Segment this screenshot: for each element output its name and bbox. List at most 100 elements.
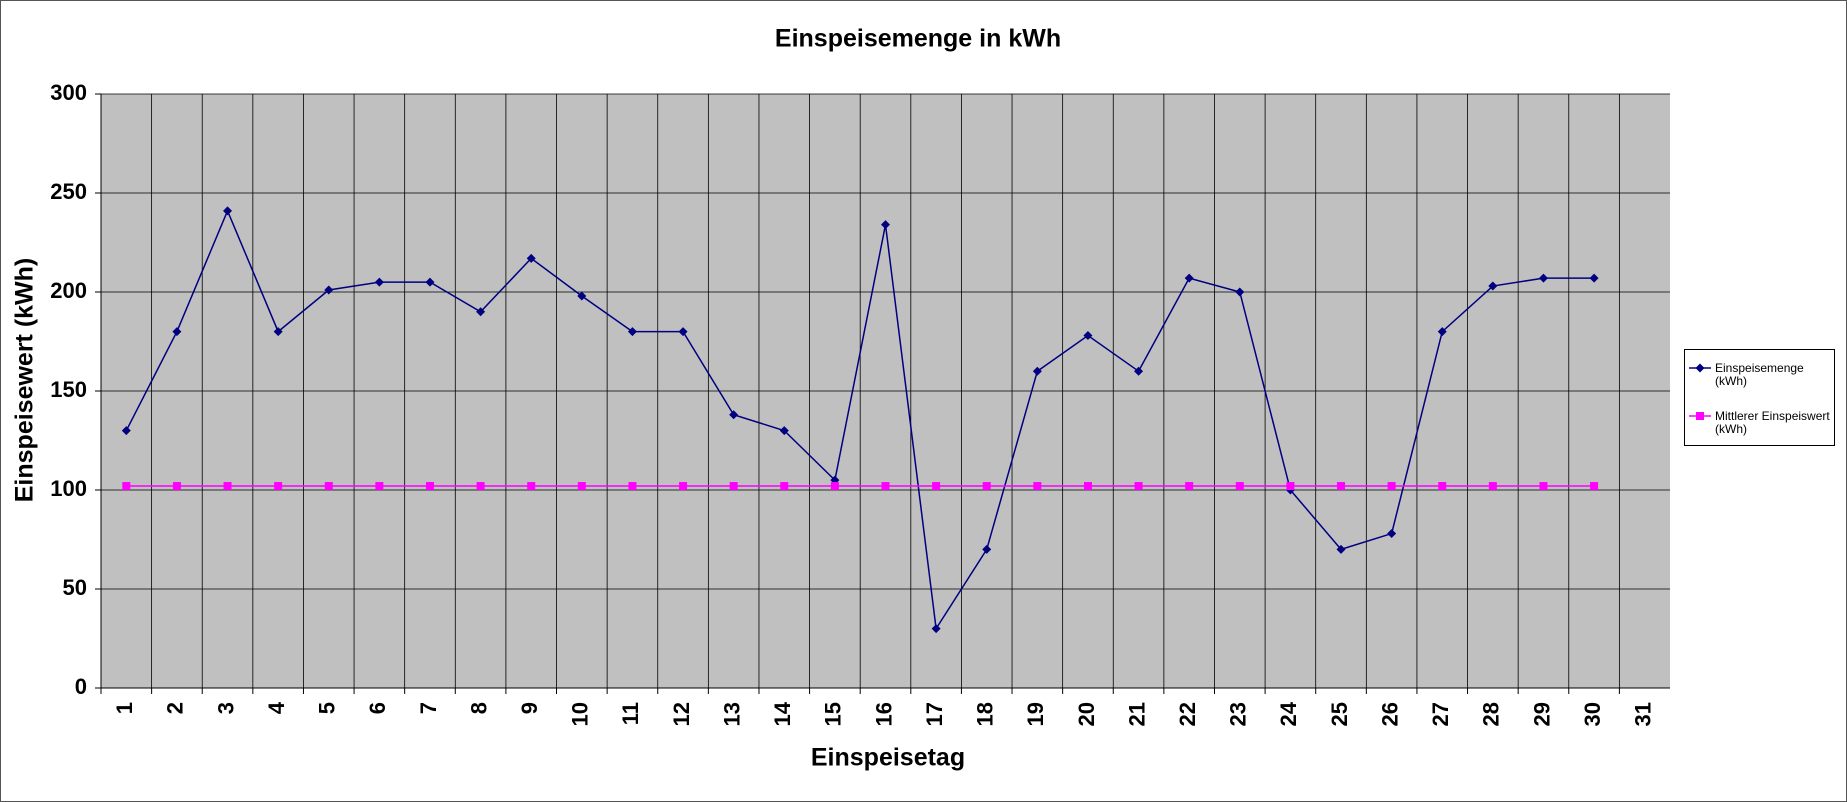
x-axis-title: Einspeisetag bbox=[811, 744, 965, 772]
point bbox=[982, 544, 992, 554]
x-tick-label: 8 bbox=[466, 702, 491, 714]
point bbox=[1083, 331, 1093, 341]
x-tick-label: 27 bbox=[1428, 702, 1453, 726]
legend-marker bbox=[1696, 412, 1704, 420]
point bbox=[881, 482, 890, 491]
point bbox=[932, 482, 941, 491]
y-tick-label: 200 bbox=[50, 278, 87, 303]
x-tick-label: 17 bbox=[922, 702, 947, 726]
point bbox=[779, 426, 789, 436]
point bbox=[881, 220, 890, 230]
point bbox=[729, 482, 738, 491]
legend-label: Mittlerer Einspeiswert (kWh) bbox=[1715, 409, 1830, 436]
point bbox=[273, 327, 283, 337]
x-tick-label: 26 bbox=[1377, 702, 1402, 726]
point bbox=[931, 624, 941, 634]
x-tick-label: 2 bbox=[163, 702, 188, 714]
x-tick-label: 5 bbox=[315, 702, 340, 714]
point bbox=[476, 307, 486, 317]
y-axis-title: Einspeisewert (kWh) bbox=[11, 258, 39, 503]
x-tick-label: 13 bbox=[719, 702, 744, 726]
point bbox=[1437, 327, 1447, 337]
point bbox=[274, 482, 283, 491]
point bbox=[1083, 482, 1092, 491]
x-tick-label: 1 bbox=[112, 702, 137, 714]
point bbox=[1235, 482, 1244, 491]
x-tick-label: 24 bbox=[1276, 701, 1301, 726]
point bbox=[679, 482, 688, 491]
point bbox=[830, 482, 839, 491]
point bbox=[982, 482, 991, 491]
x-tick-label: 22 bbox=[1175, 702, 1200, 726]
x-tick-label: 9 bbox=[517, 702, 542, 714]
point bbox=[375, 482, 384, 491]
point bbox=[1185, 482, 1194, 491]
y-tick-label: 300 bbox=[50, 80, 87, 105]
legend-marker bbox=[1695, 363, 1705, 373]
point bbox=[1488, 281, 1498, 291]
x-tick-label: 30 bbox=[1580, 702, 1605, 726]
x-tick-label: 16 bbox=[871, 702, 896, 726]
y-tick-label: 0 bbox=[75, 674, 87, 699]
point bbox=[1488, 482, 1497, 491]
x-tick-label: 23 bbox=[1226, 702, 1251, 726]
point bbox=[627, 327, 637, 337]
point bbox=[172, 482, 181, 491]
x-tick-label: 29 bbox=[1529, 702, 1554, 726]
point bbox=[122, 482, 131, 491]
point bbox=[1235, 287, 1245, 297]
point bbox=[324, 285, 334, 295]
x-tick-label: 14 bbox=[770, 701, 795, 726]
x-tick-label: 11 bbox=[618, 702, 643, 725]
y-tick-label: 250 bbox=[50, 179, 87, 204]
point bbox=[476, 482, 485, 491]
point bbox=[324, 482, 333, 491]
legend-item: Mittlerer Einspeiswert (kWh) bbox=[1689, 410, 1833, 436]
x-tick-label: 21 bbox=[1124, 702, 1149, 726]
point bbox=[577, 482, 586, 491]
point bbox=[729, 410, 739, 420]
y-tick-label: 50 bbox=[63, 575, 87, 600]
y-tick-label: 150 bbox=[50, 377, 87, 402]
point bbox=[172, 327, 182, 337]
point bbox=[1538, 273, 1548, 283]
legend-item: Einspeisemenge (kWh) bbox=[1689, 362, 1833, 388]
point bbox=[1336, 544, 1346, 554]
x-tick-label: 20 bbox=[1074, 702, 1099, 726]
point bbox=[223, 482, 232, 491]
x-tick-label: 25 bbox=[1327, 702, 1352, 726]
point bbox=[1590, 482, 1599, 491]
point bbox=[1387, 529, 1397, 539]
point bbox=[374, 277, 384, 287]
x-tick-label: 19 bbox=[1023, 702, 1048, 726]
point bbox=[223, 206, 233, 216]
x-tick-label: 4 bbox=[264, 701, 289, 714]
x-tick-label: 7 bbox=[416, 702, 441, 714]
point bbox=[1387, 482, 1396, 491]
point bbox=[1286, 482, 1295, 491]
point bbox=[1032, 366, 1042, 376]
chart-title: Einspeisemenge in kWh bbox=[775, 25, 1061, 53]
point bbox=[526, 253, 536, 263]
x-tick-label: 31 bbox=[1631, 702, 1656, 726]
point bbox=[1438, 482, 1447, 491]
point bbox=[425, 482, 434, 491]
series-line bbox=[125, 208, 1595, 631]
x-tick-label: 6 bbox=[365, 702, 390, 714]
x-tick-label: 15 bbox=[821, 702, 846, 726]
point bbox=[780, 482, 789, 491]
point bbox=[628, 482, 637, 491]
point bbox=[1539, 482, 1548, 491]
x-tick-label: 28 bbox=[1479, 702, 1504, 726]
x-tick-label: 12 bbox=[669, 702, 694, 726]
point bbox=[1033, 482, 1042, 491]
point bbox=[527, 482, 536, 491]
x-tick-label: 3 bbox=[213, 702, 238, 714]
x-tick-label: 18 bbox=[973, 702, 998, 726]
point bbox=[121, 426, 131, 436]
point bbox=[1337, 482, 1346, 491]
point bbox=[1184, 273, 1194, 283]
legend-icon bbox=[1689, 412, 1711, 420]
